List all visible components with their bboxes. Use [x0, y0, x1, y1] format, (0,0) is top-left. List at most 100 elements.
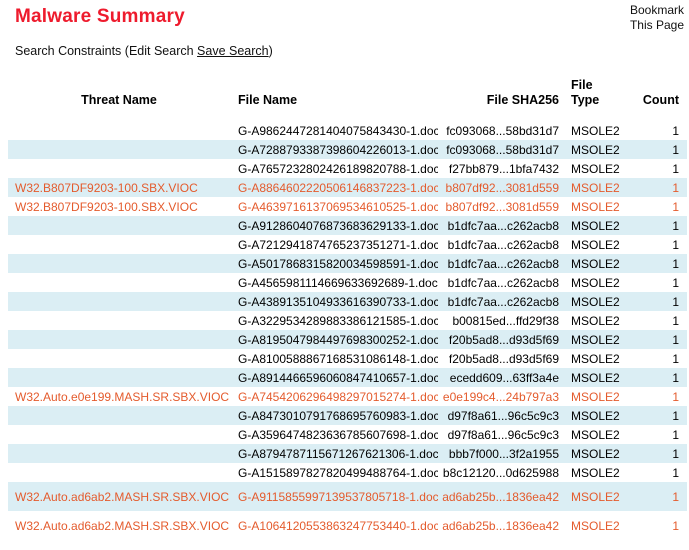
file-sha256-cell: b807df92...3081d559: [445, 180, 559, 195]
file-name-cell: G-A1515897827820499488764-1.doc: [238, 465, 438, 480]
bookmark-link-line1: Bookmark: [629, 3, 684, 17]
count-cell: 1: [672, 218, 679, 233]
file-name-cell: G-A7288793387398604226013-1.doc: [238, 142, 438, 157]
malware-summary-table: Threat Name File Name File SHA256 File T…: [8, 78, 687, 540]
file-sha256-cell: f20b5ad8...d93d5f69: [448, 351, 559, 366]
table-row: W32.B807DF9203-100.SBX.VIOC G-A886460222…: [8, 178, 687, 197]
file-name-cell: G-A8100588867168531086148-1.doc: [238, 351, 438, 366]
table-row: G-A7212941874765237351271-1.doc b1dfc7aa…: [8, 235, 687, 254]
file-name-cell: G-A8914466596060847410657-1.doc: [238, 370, 438, 385]
threat-name-cell: W32.Auto.e0e199.MASH.SR.SBX.VIOC: [15, 389, 230, 404]
file-type-cell: MSOLE2: [571, 446, 620, 461]
file-type-cell: MSOLE2: [571, 313, 620, 328]
save-search-link[interactable]: Save Search: [197, 44, 269, 58]
file-sha256-cell: d97f8a61...96c5c9c3: [447, 408, 559, 423]
bookmark-link-line2: This Page: [629, 18, 684, 32]
file-sha256-cell: b1dfc7aa...c262acb8: [447, 256, 559, 271]
table-row: G-A5017868315820034598591-1.doc b1dfc7aa…: [8, 254, 687, 273]
threat-name-cell: [8, 368, 230, 387]
threat-name-cell: [8, 463, 230, 482]
column-header-file-sha256: File SHA256: [486, 93, 559, 107]
table-row: G-A7288793387398604226013-1.doc fc093068…: [8, 140, 687, 159]
file-sha256-cell: b1dfc7aa...c262acb8: [447, 275, 559, 290]
file-type-cell: MSOLE2: [571, 199, 620, 214]
file-type-cell: MSOLE2: [571, 123, 620, 138]
file-type-cell: MSOLE2: [571, 427, 620, 442]
table-row: G-A9128604076873683629133-1.doc b1dfc7aa…: [8, 216, 687, 235]
table-row: G-A9862447281404075843430-1.doc fc093068…: [8, 121, 687, 140]
file-sha256-cell: f20b5ad8...d93d5f69: [448, 332, 559, 347]
table-row: G-A8914466596060847410657-1.doc ecedd609…: [8, 368, 687, 387]
file-sha256-cell: fc093068...58bd31d7: [446, 142, 559, 157]
threat-name-cell: [8, 235, 230, 254]
bookmark-this-page-link[interactable]: Bookmark This Page: [630, 3, 684, 33]
count-cell: 1: [672, 446, 679, 461]
count-cell: 1: [672, 427, 679, 442]
file-type-cell: MSOLE2: [571, 237, 620, 252]
table-row: W32.Auto.ad6ab2.MASH.SR.SBX.VIOC G-A9115…: [8, 482, 687, 511]
table-row: G-A4565981114669633692689-1.doc b1dfc7aa…: [8, 273, 687, 292]
table-row: W32.Auto.ad6ab2.MASH.SR.SBX.VIOC G-A1064…: [8, 511, 687, 540]
column-header-file-name: File Name: [238, 93, 298, 107]
search-constraints: Search Constraints (Edit Search Save Sea…: [15, 44, 273, 58]
file-type-cell: MSOLE2: [571, 142, 620, 157]
file-type-cell: MSOLE2: [571, 161, 620, 176]
count-cell: 1: [672, 332, 679, 347]
file-name-cell: G-A8794787115671267621306-1.doc: [238, 446, 438, 461]
file-sha256-cell: b807df92...3081d559: [445, 199, 559, 214]
file-sha256-cell: b00815ed...ffd29f38: [452, 313, 559, 328]
count-cell: 1: [672, 180, 679, 195]
table-row: G-A1515897827820499488764-1.doc b8c12120…: [8, 463, 687, 482]
file-name-cell: G-A8473010791768695760983-1.doc: [238, 408, 438, 423]
threat-name-cell: W32.B807DF9203-100.SBX.VIOC: [15, 199, 198, 214]
table-row: G-A8473010791768695760983-1.doc d97f8a61…: [8, 406, 687, 425]
file-name-cell: G-A9128604076873683629133-1.doc: [238, 218, 438, 233]
count-cell: 1: [672, 142, 679, 157]
threat-name-cell: [8, 216, 230, 235]
file-sha256-cell: b8c12120...0d625988: [442, 465, 559, 480]
file-sha256-cell: ad6ab25b...1836ea42: [442, 489, 559, 504]
file-sha256-cell: e0e199c4...24b797a3: [442, 389, 559, 404]
file-type-cell: MSOLE2: [571, 389, 620, 404]
edit-search-link[interactable]: Edit Search: [128, 44, 194, 58]
count-cell: 1: [672, 408, 679, 423]
file-sha256-cell: b1dfc7aa...c262acb8: [447, 218, 559, 233]
threat-name-cell: [8, 425, 230, 444]
column-header-threat-name: Threat Name: [81, 93, 157, 107]
table-row: W32.B807DF9203-100.SBX.VIOC G-A463971613…: [8, 197, 687, 216]
table-row: G-A7657232802426189820788-1.doc f27bb879…: [8, 159, 687, 178]
count-cell: 1: [672, 518, 679, 533]
file-type-cell: MSOLE2: [571, 408, 620, 423]
file-sha256-cell: d97f8a61...96c5c9c3: [447, 427, 559, 442]
threat-name-cell: [8, 311, 230, 330]
count-cell: 1: [672, 256, 679, 271]
file-name-cell: G-A7212941874765237351271-1.doc: [238, 237, 438, 252]
file-name-cell: G-A9862447281404075843430-1.doc: [238, 123, 438, 138]
table-row: G-A8195047984497698300252-1.doc f20b5ad8…: [8, 330, 687, 349]
malware-table-body: G-A9862447281404075843430-1.doc fc093068…: [8, 121, 687, 540]
table-header: Threat Name File Name File SHA256 File T…: [8, 78, 687, 121]
file-sha256-cell: f27bb879...1bfa7432: [448, 161, 559, 176]
file-type-cell: MSOLE2: [571, 489, 620, 504]
table-row: G-A4389135104933616390733-1.doc b1dfc7aa…: [8, 292, 687, 311]
file-name-cell: G-A1064120553863247753440-1.doc: [238, 518, 438, 533]
file-sha256-cell: fc093068...58bd31d7: [446, 123, 559, 138]
file-name-cell: G-A3596474823636785607698-1.doc: [238, 427, 438, 442]
table-row: G-A3596474823636785607698-1.doc d97f8a61…: [8, 425, 687, 444]
file-type-cell: MSOLE2: [571, 370, 620, 385]
file-name-cell: G-A3229534289883386121585-1.doc: [238, 313, 438, 328]
search-constraints-suffix: ): [268, 44, 273, 58]
threat-name-cell: [8, 254, 230, 273]
file-name-cell: G-A7657232802426189820788-1.doc: [238, 161, 438, 176]
threat-name-cell: [8, 273, 230, 292]
count-cell: 1: [672, 465, 679, 480]
count-cell: 1: [672, 489, 679, 504]
file-name-cell: G-A7454206296498297015274-1.doc: [238, 389, 438, 404]
count-cell: 1: [672, 237, 679, 252]
file-type-cell: MSOLE2: [571, 351, 620, 366]
threat-name-cell: [8, 330, 230, 349]
file-name-cell: G-A8195047984497698300252-1.doc: [238, 332, 438, 347]
file-sha256-cell: b1dfc7aa...c262acb8: [447, 237, 559, 252]
file-sha256-cell: ad6ab25b...1836ea42: [442, 518, 559, 533]
file-type-cell: MSOLE2: [571, 294, 620, 309]
